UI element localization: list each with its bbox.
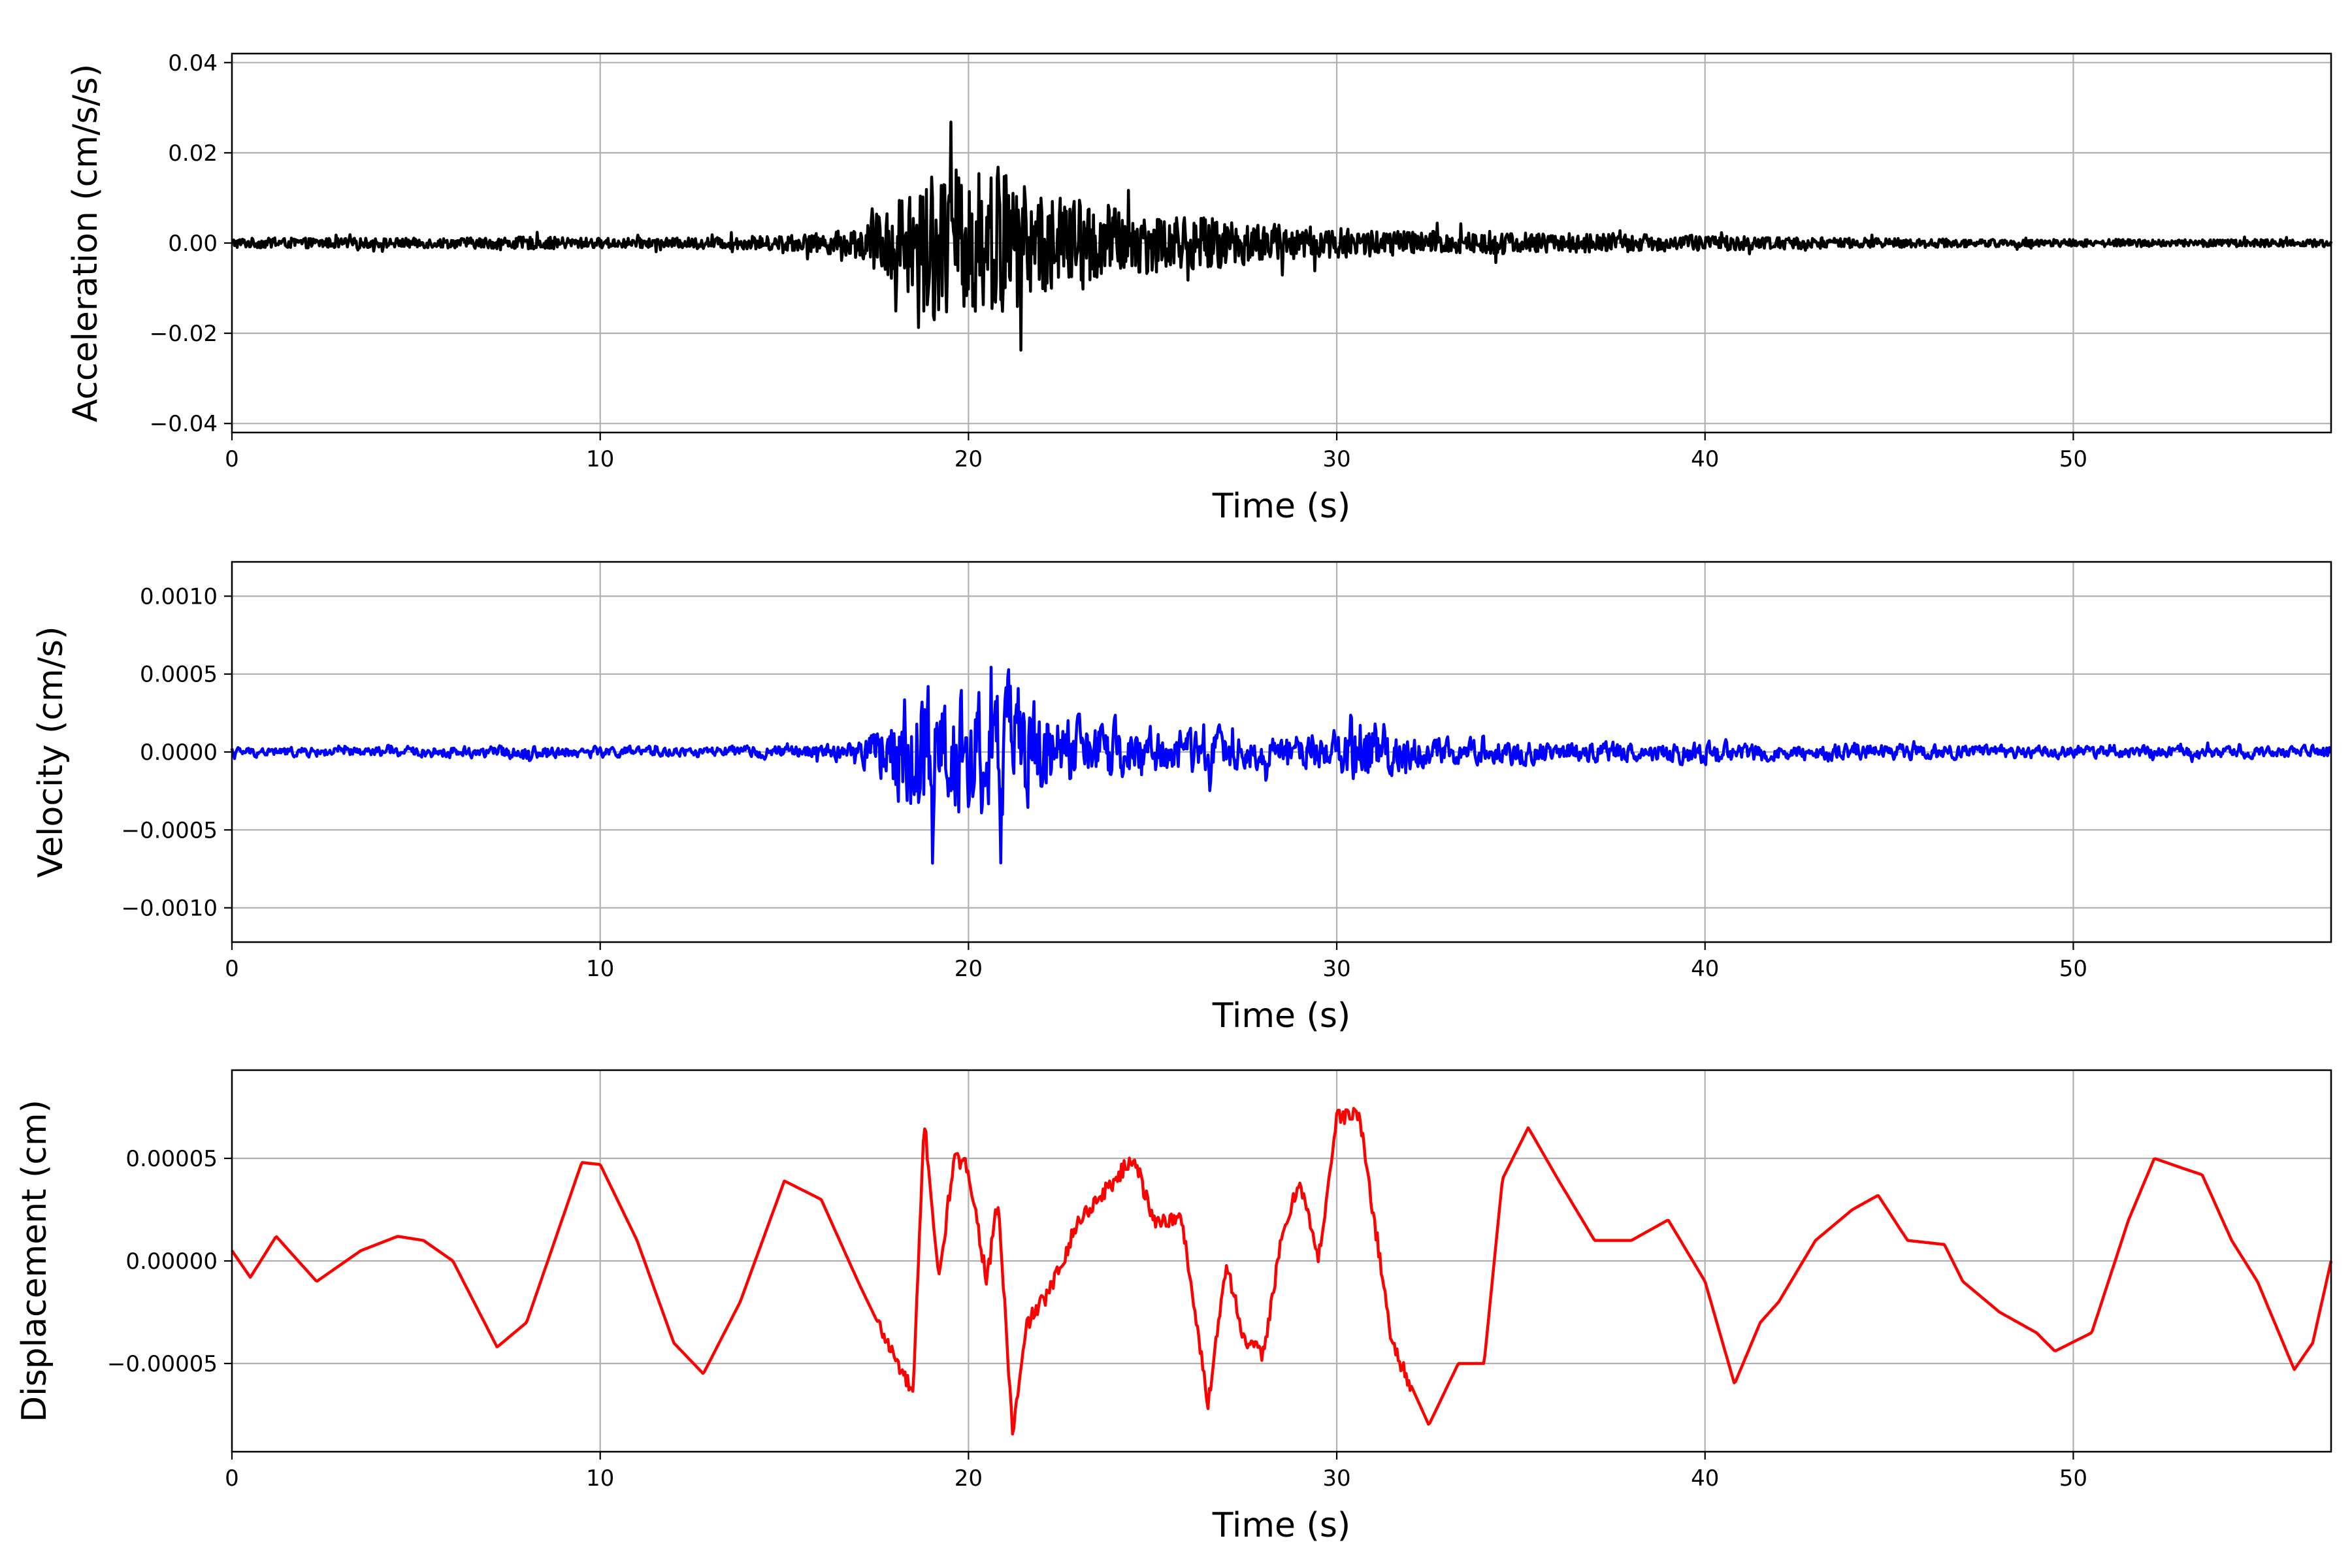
velocity-y-tick-label: 0.0005 — [140, 662, 218, 688]
acceleration-y-tick-label: 0.00 — [168, 231, 218, 257]
displacement-x-tick-label: 20 — [955, 1465, 983, 1492]
displacement-y-axis-label: Displacement (cm) — [15, 1100, 54, 1422]
acceleration-y-tick-label: −0.02 — [150, 321, 218, 347]
acceleration-series-line — [231, 120, 2333, 352]
displacement-x-tick-label: 50 — [2059, 1465, 2087, 1492]
acceleration-y-tick-label: 0.02 — [168, 140, 218, 167]
velocity-ticks: 0 10 20 30 40 50 −0.0010 −0.0005 0.0000 0.0005 0.0… — [122, 583, 2088, 982]
velocity-x-tick-label: 0 — [225, 956, 239, 982]
velocity-y-axis-label: Velocity (cm/s) — [31, 627, 71, 878]
velocity-x-tick-label: 40 — [1691, 956, 1719, 982]
velocity-y-tick-label: −0.0005 — [122, 817, 218, 843]
displacement-x-tick-label: 40 — [1691, 1465, 1719, 1492]
acceleration-y-tick-label: −0.04 — [150, 411, 218, 437]
acceleration-x-tick-label: 20 — [955, 446, 983, 472]
velocity-panel: 0 10 20 30 40 50 −0.0010 −0.0005 0.0000 0.0005 0.0… — [31, 561, 2332, 1036]
acceleration-x-tick-label: 50 — [2059, 446, 2087, 472]
velocity-x-tick-label: 10 — [586, 956, 614, 982]
velocity-series-line — [230, 665, 2332, 865]
displacement-series-line — [231, 1107, 2333, 1436]
acceleration-ticks: 0 10 20 30 40 50 −0.04 −0.02 0.00 0.02 0.04 — [150, 50, 2087, 472]
displacement-ticks: 0 10 20 30 40 50 −0.00005 0.00000 0.00005 — [107, 1146, 2087, 1492]
displacement-y-tick-label: 0.00005 — [125, 1146, 218, 1172]
acceleration-trace — [231, 120, 2333, 352]
displacement-x-tick-label: 30 — [1322, 1465, 1350, 1492]
displacement-x-tick-label: 10 — [586, 1465, 614, 1492]
velocity-y-tick-label: 0.0000 — [140, 740, 218, 766]
acceleration-y-axis-label: Acceleration (cm/s/s) — [66, 64, 105, 423]
acceleration-x-tick-label: 10 — [586, 446, 614, 472]
displacement-trace — [231, 1107, 2333, 1436]
displacement-panel: 0 10 20 30 40 50 −0.00005 0.00000 0.00005 Time (… — [15, 1069, 2333, 1545]
velocity-y-tick-label: 0.0010 — [140, 583, 218, 610]
velocity-x-tick-label: 20 — [955, 956, 983, 982]
acceleration-x-tick-label: 30 — [1322, 446, 1350, 472]
velocity-y-tick-label: −0.0010 — [122, 896, 218, 922]
velocity-x-axis-label: Time (s) — [1212, 996, 1350, 1036]
velocity-x-tick-label: 30 — [1322, 956, 1350, 982]
acceleration-panel: 0 10 20 30 40 50 −0.04 −0.02 0.00 0.02 0.04 Time (… — [66, 50, 2333, 526]
velocity-x-tick-label: 50 — [2059, 956, 2087, 982]
displacement-y-tick-label: 0.00000 — [125, 1249, 218, 1275]
displacement-x-axis-label: Time (s) — [1212, 1506, 1350, 1545]
velocity-trace — [230, 665, 2332, 865]
acceleration-x-axis-label: Time (s) — [1212, 487, 1350, 526]
acceleration-x-tick-label: 40 — [1691, 446, 1719, 472]
displacement-grid — [231, 1070, 2331, 1452]
acceleration-y-tick-label: 0.04 — [168, 50, 218, 76]
acceleration-x-tick-label: 0 — [225, 446, 239, 472]
displacement-y-tick-label: −0.00005 — [107, 1351, 218, 1377]
displacement-x-tick-label: 0 — [225, 1465, 239, 1492]
